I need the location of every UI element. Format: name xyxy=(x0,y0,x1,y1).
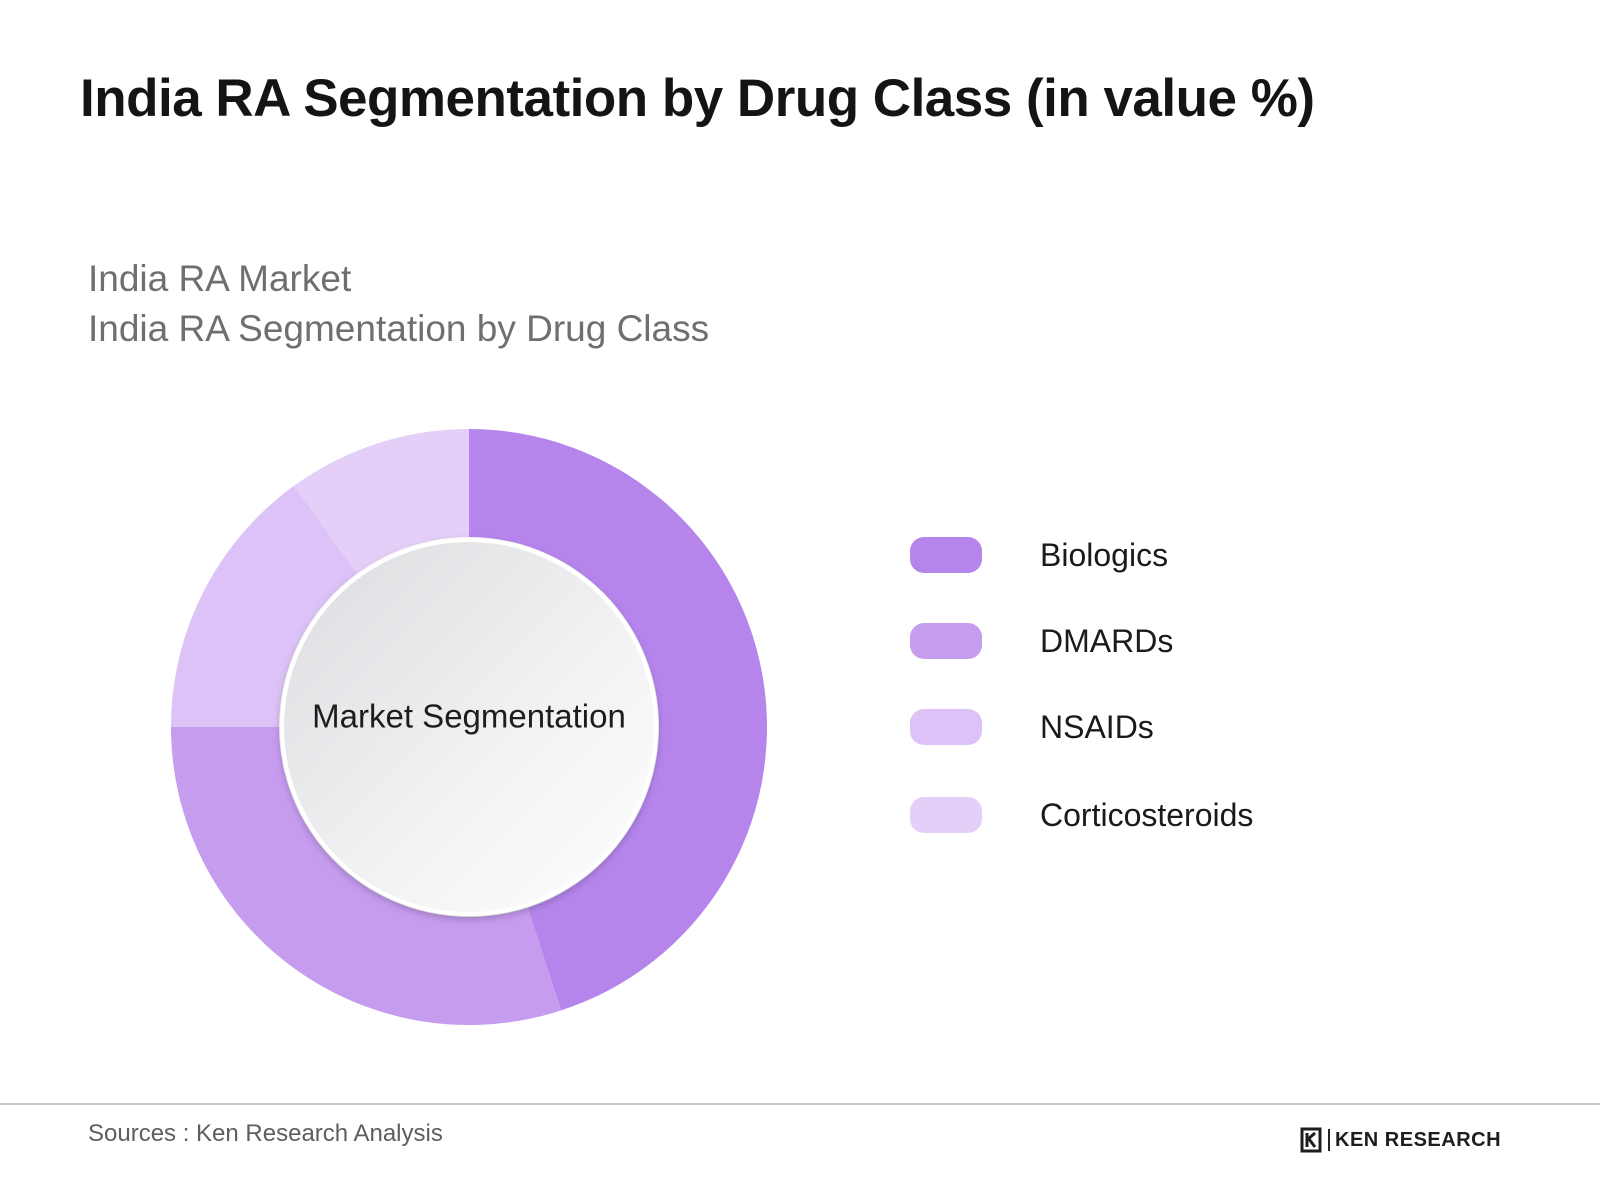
footer-source: Sources : Ken Research Analysis xyxy=(88,1120,443,1147)
legend-label: Biologics xyxy=(1040,537,1169,573)
page-title: India RA Segmentation by Drug Class (in … xyxy=(80,69,1315,128)
legend-label: DMARDs xyxy=(1040,623,1174,659)
donut-center-disc xyxy=(280,538,658,916)
subtitle-line-1: India RA Market xyxy=(88,258,352,299)
donut-slices xyxy=(171,429,767,1025)
donut-slice-nsaids xyxy=(171,485,358,727)
legend-label: Corticosteroids xyxy=(1040,797,1254,833)
brand-name: KEN RESEARCH xyxy=(1335,1128,1502,1151)
donut-center-label: Market Segmentation xyxy=(312,698,626,735)
brand-divider xyxy=(1328,1129,1330,1151)
donut-slice-corticosteroids xyxy=(293,429,469,574)
brand-logo: KEN RESEARCH xyxy=(1300,1126,1501,1154)
legend-swatch xyxy=(910,623,982,659)
subtitle-line-2: India RA Segmentation by Drug Class xyxy=(88,308,710,349)
donut-slice-biologics xyxy=(469,429,767,1011)
legend-swatch xyxy=(910,797,982,833)
donut-chart: Market Segmentation xyxy=(171,429,767,1025)
subtitle-block: India RA Market India RA Segmentation by… xyxy=(88,254,709,354)
legend-swatch xyxy=(910,537,982,573)
footer-divider xyxy=(0,1103,1600,1105)
legend-swatch xyxy=(910,709,982,745)
legend-label: NSAIDs xyxy=(1040,709,1154,745)
ken-logo-icon xyxy=(1300,1127,1322,1153)
donut-slice-dmards xyxy=(171,727,562,1025)
